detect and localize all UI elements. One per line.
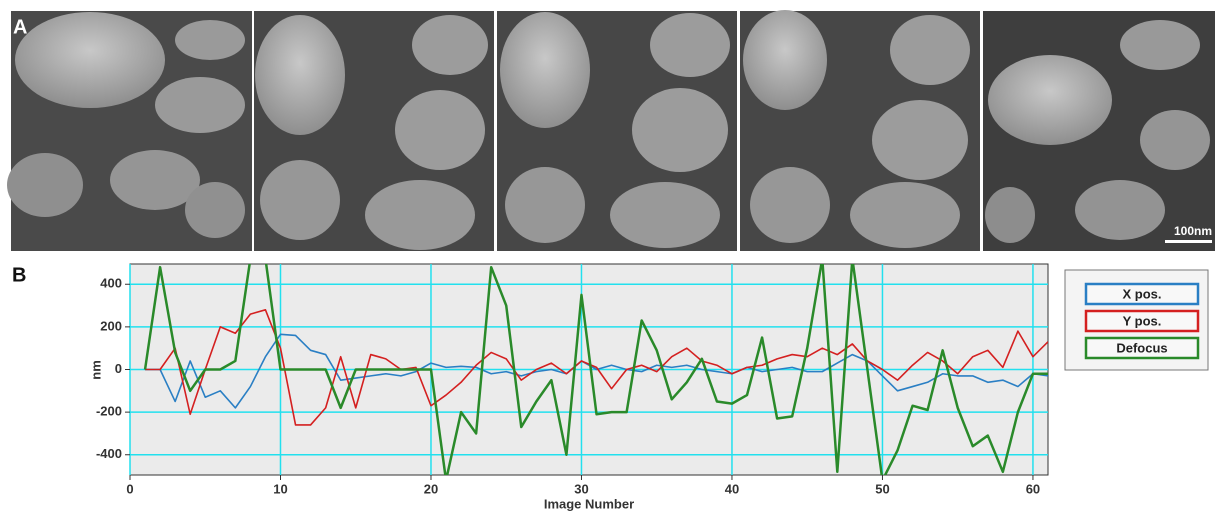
- scale-bar: [1165, 240, 1212, 243]
- legend-label: Y pos.: [1123, 313, 1162, 328]
- micrograph: [983, 11, 1215, 251]
- x-tick-label: 30: [574, 481, 588, 496]
- y-tick-label: 400: [100, 276, 122, 291]
- scale-bar-label: 100nm: [1174, 224, 1212, 238]
- legend-entries: X pos. Y pos. Defocus: [1084, 282, 1200, 360]
- x-tick-label: 0: [126, 481, 133, 496]
- axes: -400 -200 0 200 400 0 10 20 30 40 50 60: [96, 276, 1040, 497]
- series-line: [143, 264, 1048, 475]
- legend-label: X pos.: [1122, 286, 1161, 301]
- legend-swatch: [1084, 282, 1200, 306]
- micrograph: [740, 10, 980, 251]
- legend-swatch: [1084, 309, 1200, 333]
- y-tick-label: -200: [96, 404, 122, 419]
- lines: [143, 264, 1048, 475]
- micrograph: [497, 11, 737, 251]
- x-tick-label: 50: [875, 481, 889, 496]
- y-tick-label: 200: [100, 318, 122, 333]
- x-tick-label: 40: [725, 481, 739, 496]
- legend-label: Defocus: [1116, 340, 1167, 355]
- panel-label: A: [13, 16, 27, 38]
- micrograph: [7, 11, 252, 251]
- legend-swatch: [1084, 336, 1200, 360]
- y-axis-label: nm: [88, 360, 103, 380]
- series-line: [145, 309, 1048, 426]
- series-line: [145, 333, 1048, 409]
- micrograph-panels: A 100nm: [7, 10, 1215, 251]
- micrograph: [254, 11, 494, 251]
- y-tick-label: 0: [115, 361, 122, 376]
- panel-label: B: [12, 264, 26, 286]
- x-tick-label: 60: [1026, 481, 1040, 496]
- x-tick-label: 20: [424, 481, 438, 496]
- x-axis-label: Image Number: [544, 496, 634, 511]
- y-tick-label: -400: [96, 446, 122, 461]
- x-tick-label: 10: [273, 481, 287, 496]
